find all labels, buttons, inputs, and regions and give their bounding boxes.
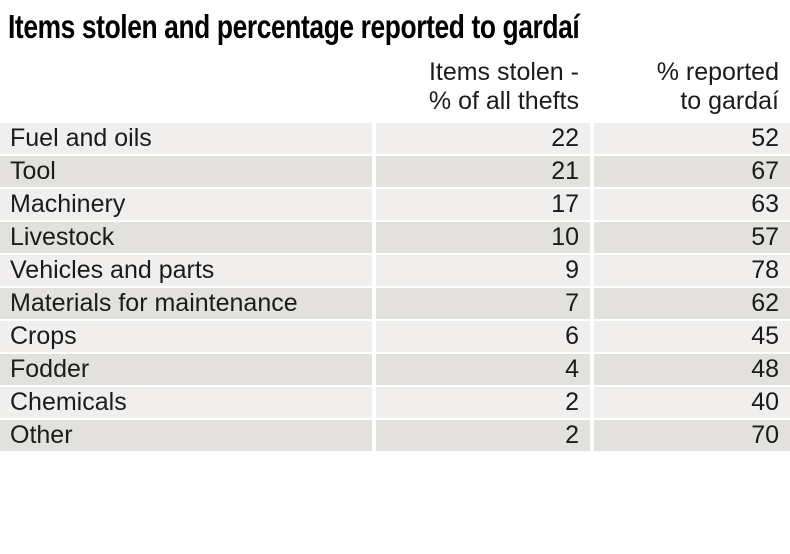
stolen-value: 7 — [376, 288, 590, 319]
col-header-reported-line1: % reported — [656, 58, 779, 86]
reported-value: 57 — [594, 222, 790, 253]
reported-value: 40 — [594, 387, 790, 418]
row-label: Chemicals — [0, 387, 372, 418]
stolen-value: 6 — [376, 321, 590, 352]
header-spacer — [0, 58, 372, 116]
chart-title: Items stolen and percentage reported to … — [8, 8, 580, 45]
table-body: Fuel and oils 22 52 Tool 21 67 Machinery… — [0, 123, 790, 451]
stolen-value: 22 — [376, 123, 590, 154]
col-header-items-stolen-line1: Items stolen - — [428, 58, 579, 86]
table-row: Tool 21 67 — [0, 156, 790, 187]
stolen-value: 17 — [376, 189, 590, 220]
table-row: Livestock 10 57 — [0, 222, 790, 253]
col-header-items-stolen: Items stolen - % of all thefts — [376, 58, 590, 116]
row-label: Machinery — [0, 189, 372, 220]
table-row: Materials for maintenance 7 62 — [0, 288, 790, 319]
col-header-reported-line2: to gardaí — [680, 87, 779, 115]
reported-value: 63 — [594, 189, 790, 220]
row-label: Livestock — [0, 222, 372, 253]
reported-value: 78 — [594, 255, 790, 286]
row-label: Crops — [0, 321, 372, 352]
reported-value: 45 — [594, 321, 790, 352]
reported-value: 67 — [594, 156, 790, 187]
stolen-value: 2 — [376, 387, 590, 418]
reported-value: 70 — [594, 420, 790, 451]
row-label: Vehicles and parts — [0, 255, 372, 286]
row-label: Fodder — [0, 354, 372, 385]
stolen-value: 4 — [376, 354, 590, 385]
table-row: Other 2 70 — [0, 420, 790, 451]
table-row: Chemicals 2 40 — [0, 387, 790, 418]
stolen-value: 9 — [376, 255, 590, 286]
table-row: Crops 6 45 — [0, 321, 790, 352]
stolen-value: 21 — [376, 156, 590, 187]
reported-value: 62 — [594, 288, 790, 319]
reported-value: 52 — [594, 123, 790, 154]
table-row: Fuel and oils 22 52 — [0, 123, 790, 154]
table-row: Vehicles and parts 9 78 — [0, 255, 790, 286]
table-row: Fodder 4 48 — [0, 354, 790, 385]
col-header-reported: % reported to gardaí — [594, 58, 790, 116]
stolen-value: 2 — [376, 420, 590, 451]
row-label: Other — [0, 420, 372, 451]
row-label: Tool — [0, 156, 372, 187]
row-label: Materials for maintenance — [0, 288, 372, 319]
table-row: Machinery 17 63 — [0, 189, 790, 220]
reported-value: 48 — [594, 354, 790, 385]
row-label: Fuel and oils — [0, 123, 372, 154]
table-header-row: Items stolen - % of all thefts % reporte… — [0, 58, 790, 116]
col-header-items-stolen-line2: % of all thefts — [428, 87, 579, 115]
stolen-value: 10 — [376, 222, 590, 253]
